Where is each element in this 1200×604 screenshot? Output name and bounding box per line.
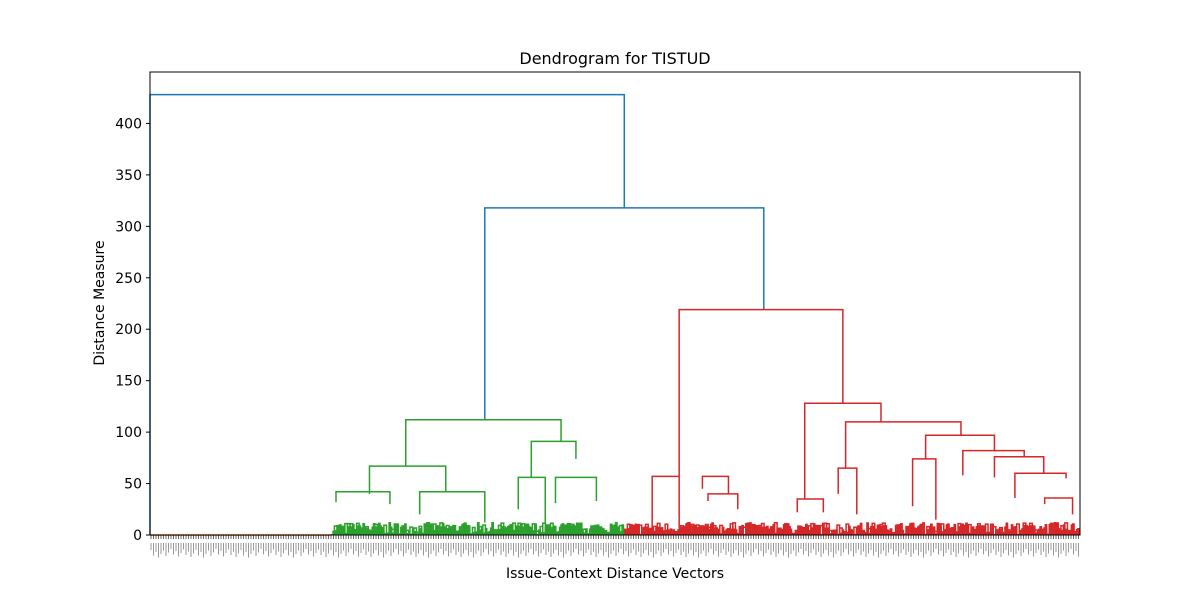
x-axis-label: Issue-Context Distance Vectors xyxy=(506,566,724,582)
leaf-link xyxy=(397,526,398,535)
leaf-link xyxy=(617,527,618,535)
leaf-link xyxy=(577,523,578,535)
leaf-link xyxy=(923,523,924,535)
y-tick-label: 250 xyxy=(115,271,142,287)
y-tick-label: 50 xyxy=(124,477,142,493)
y-axis-label: Distance Measure xyxy=(92,240,108,365)
y-tick-label: 400 xyxy=(115,116,142,132)
y-tick-label: 100 xyxy=(115,425,142,441)
y-tick-label: 150 xyxy=(115,374,142,390)
y-tick-label: 300 xyxy=(115,219,142,235)
leaf-link xyxy=(1045,525,1046,535)
leaf-cluster-green xyxy=(332,523,624,535)
y-tick-label: 0 xyxy=(133,528,142,544)
chart-title: Dendrogram for TISTUD xyxy=(519,49,710,68)
leaf-link xyxy=(1078,529,1079,535)
leaf-link xyxy=(920,524,921,535)
leaf-link xyxy=(622,525,623,535)
leaf-link xyxy=(906,527,907,535)
y-tick-label: 350 xyxy=(115,168,142,184)
y-tick-label: 200 xyxy=(115,322,142,338)
